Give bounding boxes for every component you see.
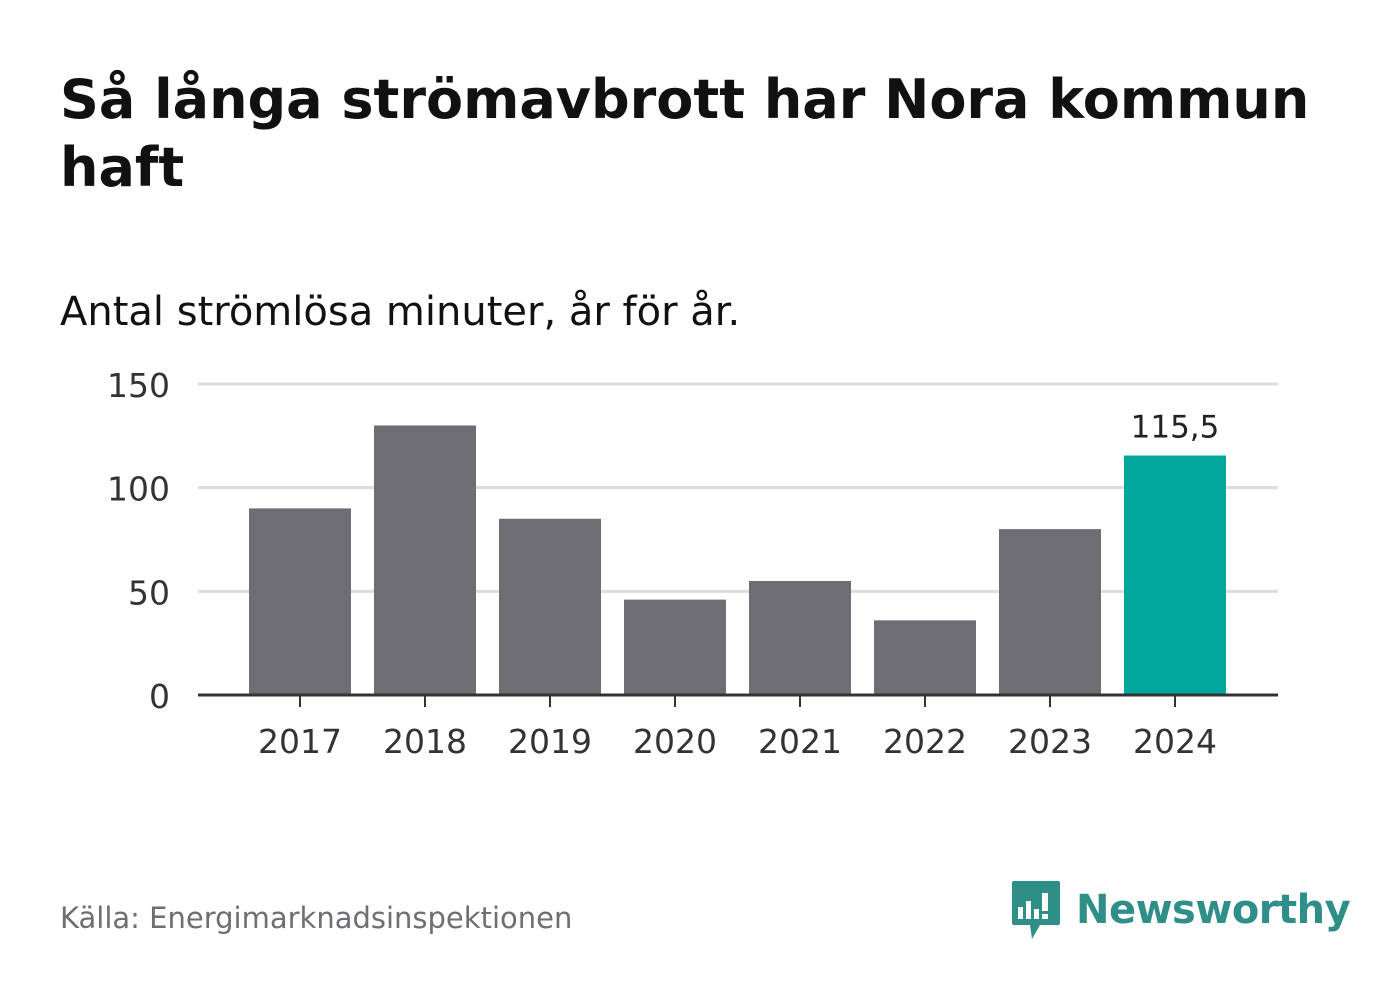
source-note: Källa: Energimarknadsinspektionen <box>60 901 573 935</box>
chart-subtitle: Antal strömlösa minuter, år för år. <box>60 289 741 335</box>
x-tick-label: 2024 <box>1133 722 1217 761</box>
grid-lines <box>198 382 1278 593</box>
x-tick-label: 2022 <box>883 722 967 761</box>
x-axis: 2017 2018 2019 2020 2021 2022 2023 2024 <box>198 693 1278 761</box>
newsworthy-logo-icon <box>1012 881 1060 939</box>
bar <box>749 580 851 695</box>
chart-title: Så långa strömavbrott har Nora kommun ha… <box>60 68 1310 199</box>
data-label: 115,5 <box>1131 410 1220 446</box>
x-tick-label: 2021 <box>758 722 842 761</box>
bar <box>1124 455 1226 695</box>
x-tick-label: 2023 <box>1008 722 1092 761</box>
bar <box>874 620 976 695</box>
y-axis-ticks: 0 50 100 150 <box>107 366 170 716</box>
x-tick-label: 2018 <box>383 722 467 761</box>
bar <box>999 529 1101 695</box>
x-tick-label: 2020 <box>633 722 717 761</box>
x-tick-label: 2019 <box>508 722 592 761</box>
brand-name: Newsworthy <box>1076 887 1351 933</box>
x-tick-label: 2017 <box>258 722 342 761</box>
data-labels: 115,5 <box>1131 410 1220 446</box>
y-tick-label: 50 <box>128 573 170 612</box>
bar <box>499 518 601 695</box>
y-tick-label: 150 <box>107 366 170 405</box>
bars <box>249 425 1226 695</box>
y-tick-label: 0 <box>149 677 170 716</box>
bar <box>624 599 726 695</box>
brand-logo: Newsworthy <box>1010 878 1351 942</box>
bar <box>374 425 476 695</box>
bar <box>249 508 351 695</box>
y-tick-label: 100 <box>107 470 170 509</box>
